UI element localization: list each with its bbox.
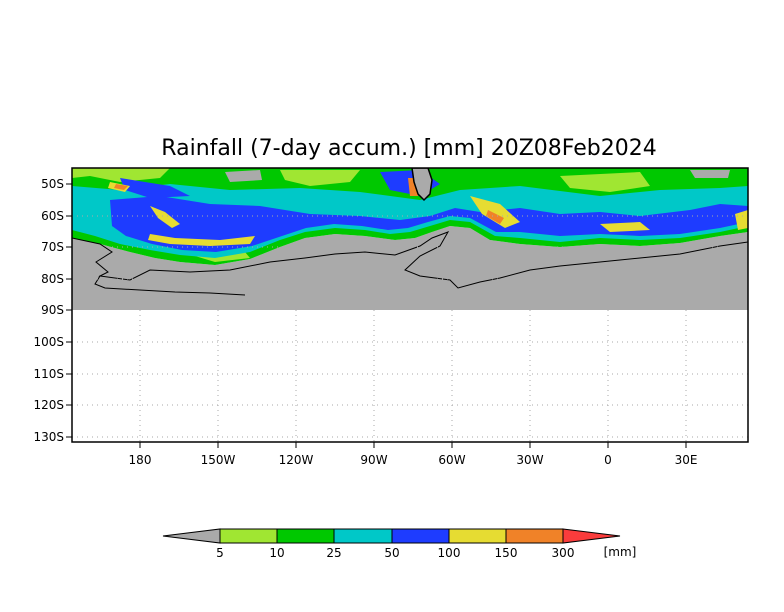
- lon-label: 180: [129, 453, 152, 467]
- lat-label: 100S: [33, 335, 64, 349]
- no-rain-patch: [690, 170, 730, 178]
- colorbar-label: 150: [495, 546, 518, 560]
- plot-frame: [71, 167, 749, 443]
- rain-patch-lightgreen: [72, 168, 170, 182]
- lon-label: 60W: [438, 453, 465, 467]
- colorbar-segment: [333, 528, 393, 544]
- lat-label: 80S: [41, 272, 64, 286]
- lon-axis: [139, 442, 687, 448]
- rain-streak-yellow: [600, 222, 650, 232]
- lat-label: 130S: [33, 430, 64, 444]
- colorbar-segment: [448, 528, 507, 544]
- colorbar-label: 100: [438, 546, 461, 560]
- lat-label: 120S: [33, 398, 64, 412]
- lon-label: 90W: [360, 453, 387, 467]
- rain-streak-orange: [114, 184, 128, 190]
- lon-label: 0: [604, 453, 612, 467]
- lat-label: 90S: [41, 303, 64, 317]
- lat-label: 70S: [41, 240, 64, 254]
- rain-streak-yellow: [470, 196, 520, 228]
- rain-streak-orange: [486, 210, 504, 224]
- colorbar-segment: [505, 528, 564, 544]
- map-plot-area: [72, 168, 748, 442]
- colorbar-segment: [391, 528, 450, 544]
- ross-ice-shelf-coastline: [94, 275, 246, 296]
- lat-label: 60S: [41, 209, 64, 223]
- colorbar-over-triangle: [562, 528, 621, 544]
- colorbar-segment: [219, 528, 278, 544]
- colorbar-label: 25: [326, 546, 341, 560]
- colorbar-label: 10: [269, 546, 284, 560]
- no-rain-patch: [225, 170, 262, 182]
- south-america-coastline: [411, 168, 433, 202]
- antarctica-landmass: [72, 226, 748, 310]
- map-title: Rainfall (7-day accum.) [mm] 20Z08Feb202…: [161, 136, 656, 161]
- rain-streak-yellow: [148, 234, 255, 246]
- rain-streak-yellow: [150, 206, 180, 228]
- colorbar: [162, 528, 621, 544]
- lon-label: 30W: [516, 453, 543, 467]
- lat-axis: [66, 183, 72, 438]
- lon-label: 150W: [201, 453, 236, 467]
- lat-label: 50S: [41, 177, 64, 191]
- lat-label: 110S: [33, 367, 64, 381]
- colorbar-label: 50: [384, 546, 399, 560]
- colorbar-label: 5: [216, 546, 224, 560]
- colorbar-under-triangle: [162, 528, 221, 544]
- rain-band-blue: [120, 178, 190, 198]
- colorbar-segment: [276, 528, 335, 544]
- colorbar-unit: [mm]: [604, 545, 637, 559]
- antarctica-coastline: [72, 231, 748, 289]
- colorbar-label: 300: [552, 546, 575, 560]
- lon-label: 120W: [279, 453, 314, 467]
- rain-streak-yellow: [735, 210, 748, 230]
- rain-patch-lightgreen: [560, 172, 650, 192]
- lon-label: 30E: [675, 453, 698, 467]
- rain-band-blue: [110, 196, 748, 252]
- lon-grid: [139, 310, 687, 442]
- rain-patch-lightgreen: [280, 170, 360, 186]
